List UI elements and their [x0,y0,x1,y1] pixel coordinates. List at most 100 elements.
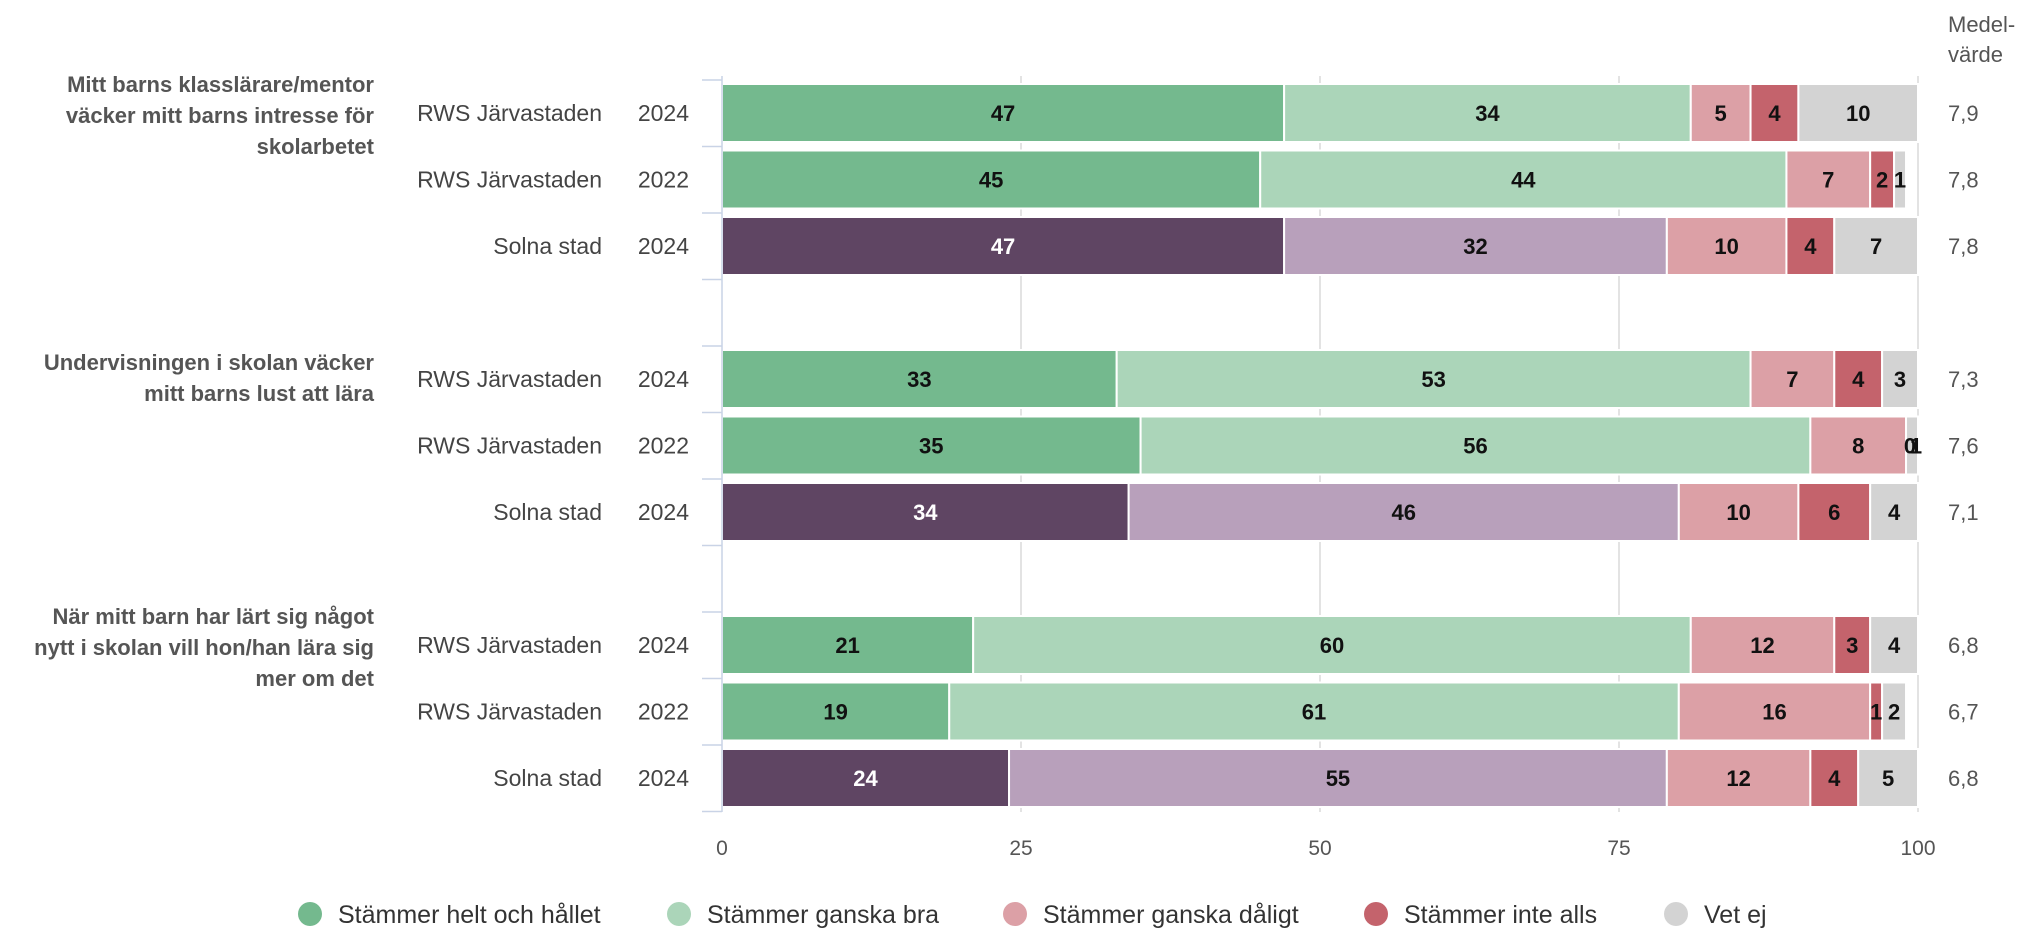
row-mean-value: 7,1 [1948,500,1979,525]
question-label: skolarbetet [257,134,375,159]
bar-value-label: 1 [1910,434,1922,459]
bar-value-label: 1 [1870,700,1882,725]
row-year-label: 2024 [638,765,689,791]
bar-segment [1008,748,1668,808]
bar-value-label: 4 [1852,367,1865,392]
row-year-label: 2024 [638,499,689,525]
x-tick-label: 25 [1009,837,1032,860]
bar-value-label: 21 [835,633,859,658]
row-group-label: RWS Järvastaden [417,167,602,193]
x-tick-label: 0 [716,837,728,860]
bar-value-label: 3 [1894,367,1906,392]
bar-value-label: 32 [1463,234,1487,259]
bar-value-label: 4 [1804,234,1817,259]
bar-segment [1833,615,1872,675]
bar-segment [1665,748,1812,808]
row-year-label: 2022 [638,433,689,459]
bar-segment [721,83,1286,143]
bar-value-label: 34 [913,500,938,525]
legend-item-label: Stämmer helt och hållet [338,901,601,929]
bar-segment [721,415,1142,476]
mean-header: Medel-värde [1948,12,2015,67]
bar-value-label: 46 [1391,500,1415,525]
legend-item-label: Vet ej [1704,901,1767,929]
bar-segment [1689,615,1836,675]
bar-value-label: 4 [1888,633,1901,658]
bar-value-label: 2 [1888,700,1900,725]
bar-segment [972,615,1692,675]
bar-segment [1797,482,1872,542]
row-mean-value: 7,6 [1948,434,1979,459]
bar-segment [1869,482,1920,542]
mean-header-label: Medel- [1948,12,2015,37]
bar-value-label: 4 [1888,500,1901,525]
bar-segment [1283,83,1692,143]
row-group-label: RWS Järvastaden [417,366,602,392]
row-mean-value: 6,8 [1948,766,1979,791]
bar-segment [1869,615,1920,675]
row-year-label: 2024 [638,366,689,392]
x-tick-label: 50 [1308,837,1331,860]
bar-segment [1749,83,1800,143]
bar-segment [1881,349,1919,409]
bar-value-label: 8 [1852,434,1864,459]
bar-value-label: 12 [1750,633,1774,658]
bars-layer [721,83,1920,808]
bar-value-label: 16 [1762,700,1786,725]
question-label: Mitt barns klasslärare/mentor [67,72,374,97]
row-year-label: 2024 [638,233,689,259]
bar-value-label: 60 [1320,633,1344,658]
bar-value-label: 55 [1326,766,1350,791]
row-group-label: Solna stad [493,233,602,259]
legend-marker [1003,902,1027,926]
bar-value-label: 12 [1726,766,1750,791]
question-label: väcker mitt barns intresse för [66,103,375,128]
bar-value-label: 56 [1463,434,1487,459]
bar-segment [1809,748,1860,808]
legend-item-label: Stämmer inte alls [1404,901,1597,929]
bar-segment [721,615,975,675]
legend-item-label: Stämmer ganska bra [707,901,939,929]
bar-value-label: 7 [1786,367,1798,392]
bar-value-label: 34 [1475,101,1500,126]
question-label: Undervisningen i skolan väcker [44,350,375,375]
bar-segment [1833,216,1920,276]
question-label: nytt i skolan vill hon/han lära sig [34,635,374,660]
bar-segment [1689,83,1752,143]
bar-value-label: 35 [919,434,943,459]
bar-segment [1127,482,1680,542]
row-mean-value: 7,9 [1948,101,1979,126]
bar-segment [1785,216,1836,276]
bar-value-label: 45 [979,168,1003,193]
legend-marker [298,902,322,926]
row-year-label: 2022 [638,699,689,725]
question-label: mitt barns lust att lära [144,381,375,406]
labels-layer: Mitt barns klasslärare/mentor väcker mitt… [34,72,1978,791]
bar-segment [1283,216,1668,276]
bar-segment [1677,681,1872,742]
bar-value-label: 0 [1904,434,1916,459]
bar-segment [1115,349,1752,409]
x-axis: 0 25 50 75 100 [702,76,1936,860]
legend: Stämmer helt och hållet Stämmer ganska br… [298,901,1767,929]
row-group-label: RWS Järvastaden [417,433,602,459]
bar-value-label: 4 [1768,101,1781,126]
bar-value-label: 1 [1894,168,1906,193]
mean-header-label: värde [1948,42,2003,67]
bar-value-label: 10 [1846,101,1870,126]
row-mean-value: 6,8 [1948,633,1979,658]
bar-value-label: 47 [991,234,1015,259]
bar-segment [1857,748,1919,808]
bar-value-label: 5 [1715,101,1727,126]
x-tick-label: 100 [1900,837,1935,860]
bar-segment [1139,415,1812,476]
bar-segment [1665,216,1788,276]
bar-value-label: 4 [1828,766,1841,791]
question-label: När mitt barn har lärt sig något [53,604,375,629]
bar-segment [1833,349,1884,409]
bar-value-label: 7 [1870,234,1882,259]
bar-value-label: 10 [1714,234,1738,259]
bar-segment [1905,415,1920,476]
row-mean-value: 6,7 [1948,700,1979,725]
